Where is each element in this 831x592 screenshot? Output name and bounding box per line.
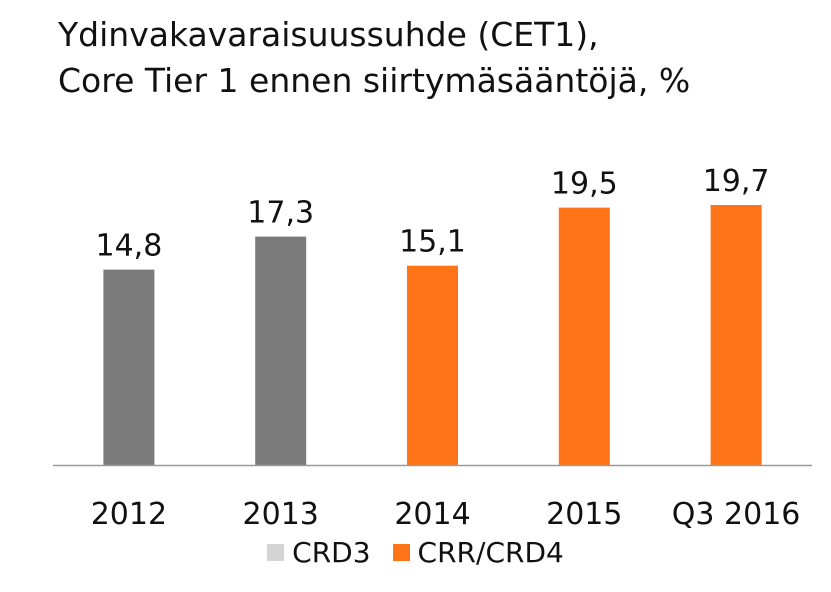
data-label-2012: 14,8 [96,229,163,264]
x-tick-label-2014: 2014 [394,497,470,532]
data-label-2013: 17,3 [247,196,314,231]
bar-q3-2016 [710,205,762,465]
data-label-2014: 15,1 [399,225,466,260]
chart-title: Ydinvakavaraisuussuhde (CET1), [58,15,599,54]
legend-item-crr-crd4: CRR/CRD4 [392,536,564,569]
chart-subtitle: Core Tier 1 ennen siirtymäsääntöjä, % [58,61,691,100]
x-tick-label-2013: 2013 [243,497,319,532]
legend: CRD3 CRR/CRD4 [0,536,831,569]
data-label-q3-2016: 19,7 [703,164,770,199]
legend-label-crr-crd4: CRR/CRD4 [417,536,564,569]
x-tick-label-q3-2016: Q3 2016 [672,497,801,532]
data-label-2015: 19,5 [551,167,618,202]
legend-swatch-crr-crd4 [392,544,410,561]
bar-2012 [103,269,155,465]
legend-swatch-crd3 [267,544,285,561]
chart-title-block: Ydinvakavaraisuussuhde (CET1), Core Tier… [58,12,818,104]
legend-label-crd3: CRD3 [292,536,371,569]
x-tick-label-2015: 2015 [546,497,622,532]
bar-2013 [255,236,307,465]
x-tick-label-2012: 2012 [91,497,167,532]
bar-2014 [407,265,458,465]
legend-item-crd3: CRD3 [267,536,371,569]
bar-2015 [558,207,610,465]
